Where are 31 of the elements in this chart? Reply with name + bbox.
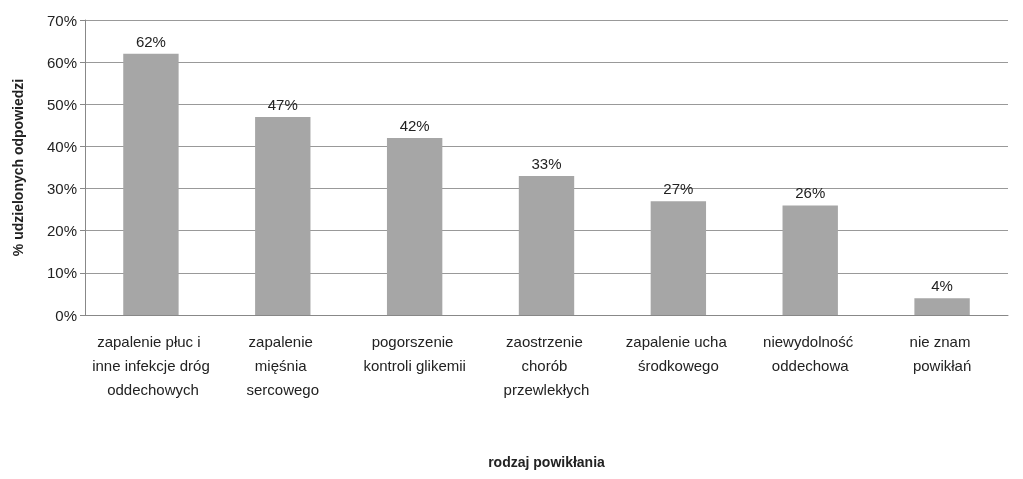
- bar: [650, 201, 707, 315]
- bar: [914, 298, 970, 315]
- bar: [255, 116, 311, 315]
- data-label: 42%: [399, 117, 430, 134]
- y-tick-label: 40%: [46, 137, 77, 155]
- x-tick-label: niewydolność oddechowa: [763, 332, 858, 374]
- data-label: 47%: [267, 95, 298, 113]
- bar: [782, 205, 838, 315]
- x-tick-label: pogorszenie kontroli glikemii: [363, 332, 466, 374]
- x-tick-label: zapalenie mięśnia sercowego: [246, 332, 320, 398]
- y-tick-label: 50%: [46, 95, 77, 113]
- y-tick-label: 0%: [55, 306, 77, 324]
- y-tick-label: 70%: [46, 11, 77, 29]
- data-label: 62%: [135, 32, 166, 50]
- data-label: 26%: [795, 184, 826, 202]
- y-tick-label: 10%: [46, 264, 77, 282]
- x-tick-label: nie znam powikłań: [909, 332, 975, 374]
- y-tick-label: 60%: [46, 53, 77, 71]
- x-axis-title: rodzaj powikłania: [488, 454, 606, 470]
- x-tick-label: zapalenie płuc i inne infekcje dróg oddechowych: [92, 332, 210, 398]
- y-axis-title: % udzielonych odpowiedzi: [10, 78, 26, 257]
- x-tick-label: zapalenie ucha środkowego: [625, 332, 731, 374]
- data-label: 33%: [531, 154, 562, 172]
- bar: [386, 138, 443, 315]
- data-label: 4%: [931, 277, 953, 295]
- y-tick-label: 30%: [46, 180, 77, 198]
- data-label: 27%: [663, 180, 694, 198]
- bar: [123, 53, 179, 315]
- bar: [518, 175, 575, 315]
- x-tick-label: zaostrzenie chorób przewlekłych: [503, 332, 590, 398]
- y-tick-label: 20%: [46, 222, 77, 240]
